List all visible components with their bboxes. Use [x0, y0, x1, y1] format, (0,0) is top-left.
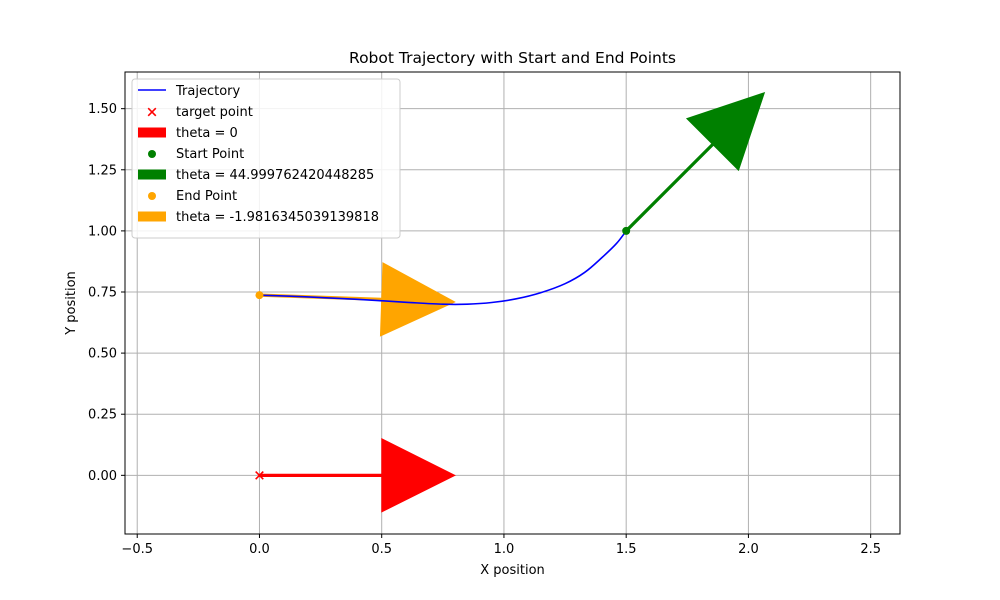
plot-frame	[124, 71, 901, 535]
legend-patch-swatch	[138, 211, 166, 222]
legend-dot-swatch	[148, 150, 156, 158]
y-tick-label: 0.75	[88, 286, 117, 301]
legend-x-swatch	[147, 107, 157, 117]
legend-item: Start Point	[148, 147, 244, 162]
legend-label: Trajectory	[175, 84, 240, 99]
legend-item: theta = 44.999762420448285	[138, 168, 374, 183]
legend-box	[131, 78, 401, 239]
x-tick-label: 0.5	[371, 542, 392, 557]
end-point-marker	[255, 291, 264, 300]
y-tick-label: 1.00	[88, 224, 117, 239]
legend-label: target point	[176, 105, 253, 120]
x-tick-label: 1.5	[616, 542, 637, 557]
legend-label: Start Point	[176, 147, 244, 162]
axis-ticks: −0.5 0.0 0.5 1.0 1.5 2.0 2.5 0.00 0.25 0.50 0.75 1.…	[88, 102, 881, 557]
legend-item: Trajectory	[138, 84, 240, 99]
data-layer	[255, 226, 631, 480]
legend-dot-swatch	[148, 192, 156, 200]
x-axis-title: X position	[480, 563, 545, 578]
x-tick-label: 2.0	[738, 542, 759, 557]
legend-item: theta = -1.9816345039139818	[138, 210, 379, 225]
chart-title: Robot Trajectory with Start and End Poin…	[349, 49, 676, 67]
y-axis-title: Y position	[64, 271, 79, 336]
legend-patch-swatch	[138, 169, 166, 180]
x-tick-label: −0.5	[121, 542, 153, 557]
arrow-ff0000	[259, 438, 456, 513]
arrow-008000	[624, 91, 766, 233]
x-tick-label: 1.0	[494, 542, 515, 557]
target-point-marker	[255, 470, 264, 480]
legend-item: target point	[147, 105, 253, 120]
legend-patch-swatch	[138, 127, 166, 138]
legend-label: theta = 0	[176, 126, 238, 141]
start-point-marker	[622, 226, 631, 235]
x-tick-label: 0.0	[249, 542, 270, 557]
legend-item: theta = 0	[138, 126, 238, 141]
legend: Trajectory target point theta = 0 Start Poi…	[131, 78, 401, 239]
legend-item: End Point	[148, 189, 237, 204]
y-tick-label: 0.00	[88, 469, 117, 484]
x-tick-label: 2.5	[860, 542, 881, 557]
legend-label: theta = -1.9816345039139818	[176, 210, 379, 225]
trajectory-line	[259, 230, 627, 306]
y-tick-label: 0.25	[88, 408, 117, 423]
legend-label: theta = 44.999762420448285	[176, 168, 374, 183]
y-tick-label: 0.50	[88, 347, 117, 362]
y-tick-label: 1.50	[88, 102, 117, 117]
legend-label: End Point	[176, 189, 237, 204]
y-tick-label: 1.25	[88, 163, 117, 178]
